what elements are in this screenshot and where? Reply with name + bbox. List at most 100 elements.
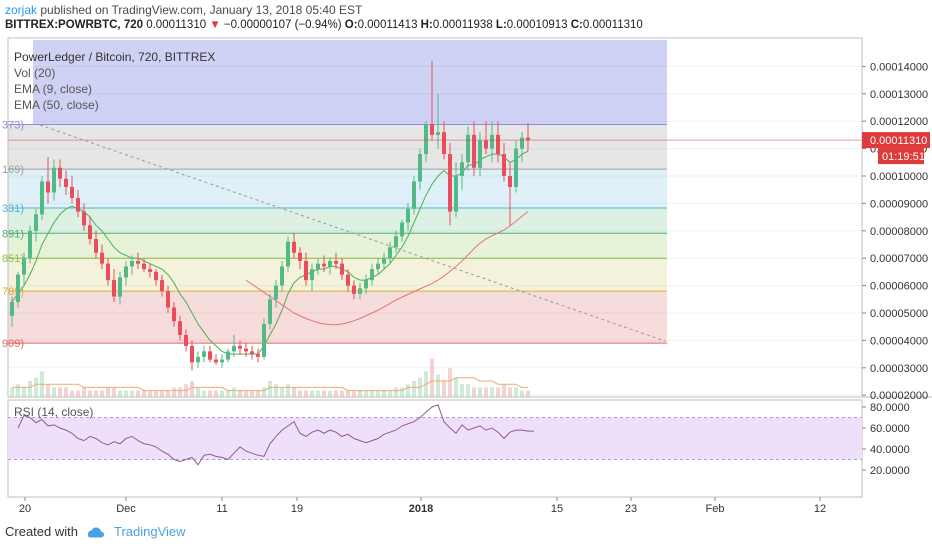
candle-body (340, 263, 344, 275)
candle-body (292, 241, 296, 253)
volume-bar (172, 387, 176, 397)
volume-bar (148, 390, 152, 397)
volume-bar (46, 384, 50, 397)
candle-body (286, 241, 290, 267)
fib-zone-top (33, 40, 667, 125)
candle-body (10, 302, 14, 316)
candle-body (502, 154, 506, 176)
volume-bar (70, 390, 74, 397)
candle-body (76, 197, 80, 212)
candle-body (454, 176, 458, 212)
candle-body (364, 280, 368, 289)
candle-body (328, 260, 332, 267)
volume-bar (52, 387, 56, 397)
candle-body (58, 167, 62, 179)
tradingview-brand[interactable]: TradingView (113, 524, 186, 539)
volume-bar (88, 390, 92, 397)
rsi-band (8, 417, 862, 460)
candle-body (274, 285, 278, 300)
time-tag-text: 01:19:51 (882, 151, 925, 163)
candle-body (64, 178, 68, 187)
volume-ma-line (12, 377, 528, 392)
candle-body (310, 269, 314, 281)
candle-body (346, 274, 350, 286)
volume-bar (166, 390, 170, 397)
price-axis: 0.000140000.000130000.000120000.00011000… (862, 61, 930, 402)
volume-bar (376, 390, 380, 397)
candle-body (34, 214, 38, 231)
open-label: O: (344, 19, 358, 31)
volume-bar (142, 390, 146, 397)
candle-body (178, 321, 182, 335)
volume-bar (10, 387, 14, 397)
fib-retracement: 373)169)331)891)851)789)909) (2, 40, 667, 350)
candle-body (376, 263, 380, 270)
volume-bar (454, 377, 458, 397)
candle-body (400, 222, 404, 237)
volume-bar (334, 390, 338, 397)
candle-body (46, 181, 50, 193)
volume-bar (202, 390, 206, 397)
time-tick-label: 20 (19, 503, 31, 515)
price-tag-bg (862, 132, 930, 149)
fib-zone (8, 291, 667, 344)
volume-bar (274, 384, 278, 397)
candle-body (442, 132, 446, 155)
candle-body (112, 280, 116, 297)
volume-bar (406, 384, 410, 397)
volume-bar (442, 381, 446, 397)
candle-body (268, 299, 272, 324)
volume-bar (118, 390, 122, 397)
candle-body (22, 258, 26, 275)
volume-bar (100, 390, 104, 397)
legend-ema50: EMA (50, close) (14, 98, 99, 112)
volume-bar (358, 390, 362, 397)
volume-bar (208, 390, 212, 397)
down-arrow-icon: ▼ (209, 19, 221, 31)
volume-bar (244, 390, 248, 397)
publish-line: zorjak published on TradingView.com, Jan… (5, 3, 362, 17)
price-tick-label: 0.00013000 (870, 89, 928, 101)
volume-bar (364, 390, 368, 397)
volume-bar (316, 390, 320, 397)
price-tick-label: 0.00012000 (870, 116, 928, 128)
candle-body (82, 211, 86, 226)
candle-body (358, 288, 362, 294)
fib-level-label: 789) (2, 286, 24, 298)
volume-bar (16, 384, 20, 397)
volume-bars (10, 358, 530, 397)
symbol-label: BITTREX:POWRBTC, 720 (5, 19, 144, 31)
candle-body (40, 181, 44, 215)
volume-bar (352, 390, 356, 397)
volume-bar (400, 387, 404, 397)
candle-body (100, 252, 104, 264)
volume-bar (262, 387, 266, 397)
author-link[interactable]: zorjak (5, 3, 38, 17)
volume-bar (322, 390, 326, 397)
time-tick-label: Feb (706, 503, 725, 515)
symbol-line: BITTREX:POWRBTC, 720 0.00011310 ▼ −0.000… (5, 19, 643, 31)
price-tick-label: 0.00006000 (870, 281, 928, 293)
fib-level-label: 331) (2, 203, 24, 215)
volume-bar (484, 387, 488, 397)
rsi-tick-label: 20.0000 (870, 465, 910, 477)
candle-body (70, 186, 74, 198)
publish-text: published on TradingView.com, January 13… (40, 3, 363, 17)
candle-body (472, 134, 476, 168)
trend-line[interactable] (39, 124, 666, 342)
volume-bar (448, 368, 452, 397)
volume-bar (58, 387, 62, 397)
volume-bar (370, 390, 374, 397)
candle-body (238, 345, 242, 349)
volume-bar (460, 384, 464, 397)
candle-body (490, 134, 494, 149)
volume-bar (76, 390, 80, 397)
volume-bar (178, 387, 182, 397)
volume-bar (190, 381, 194, 397)
candle-body (448, 154, 452, 212)
candle-body (106, 263, 110, 281)
time-tick-label: 12 (814, 503, 826, 515)
volume-bar (82, 387, 86, 397)
volume-bar (106, 387, 110, 397)
